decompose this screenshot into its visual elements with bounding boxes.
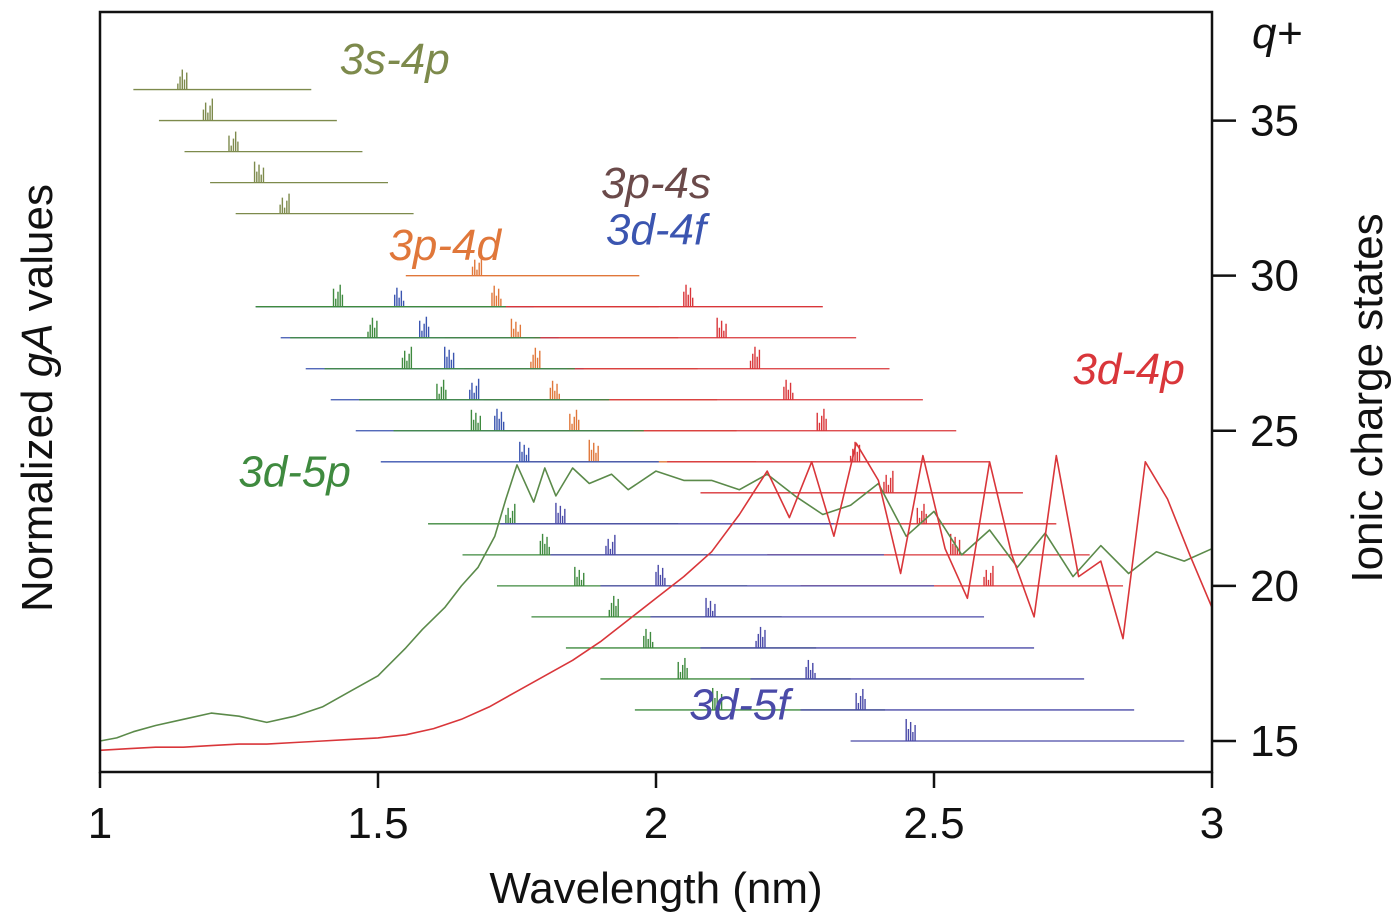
x-tick-label: 3 [1200,799,1224,848]
x-tick-label: 2.5 [903,799,964,848]
right-tick-label: 20 [1250,562,1299,611]
right-tick-label: 15 [1250,717,1299,766]
charge-state-ladders [133,69,1185,742]
transition-label-3d-4p: 3d-4p [1072,345,1185,394]
y-axis-label-left: Normalized gA values [13,184,62,612]
y-axis-label-right: Ionic charge states [1343,213,1392,582]
x-tick-label: 2 [644,799,668,848]
right-tick-label: 30 [1250,252,1299,301]
right-axis-ticks: 15 20 25 30 35 [1212,97,1299,766]
transition-label-3p-4s: 3p-4s [601,159,711,208]
x-axis-ticks: 1 1.5 2 2.5 3 [88,772,1224,848]
series-layer [99,442,1213,752]
series-line-1 [99,464,1213,742]
right-tick-label: 35 [1250,97,1299,146]
transition-label-3s-4p: 3s-4p [340,35,450,84]
x-tick-label: 1.5 [347,799,408,848]
transition-label-3p-4d: 3p-4d [388,221,502,270]
right-tick-label: 25 [1250,407,1299,456]
right-axis-title: q+ [1252,9,1302,58]
plot-frame [98,10,1214,774]
x-axis-label: Wavelength (nm) [489,864,822,913]
transition-label-3d-5f: 3d-5f [689,680,794,729]
transition-label-3d-4f: 3d-4f [606,206,711,255]
transition-label-3d-5p: 3d-5p [238,448,351,497]
series-line-2 [99,442,1213,752]
x-tick-label: 1 [88,799,112,848]
